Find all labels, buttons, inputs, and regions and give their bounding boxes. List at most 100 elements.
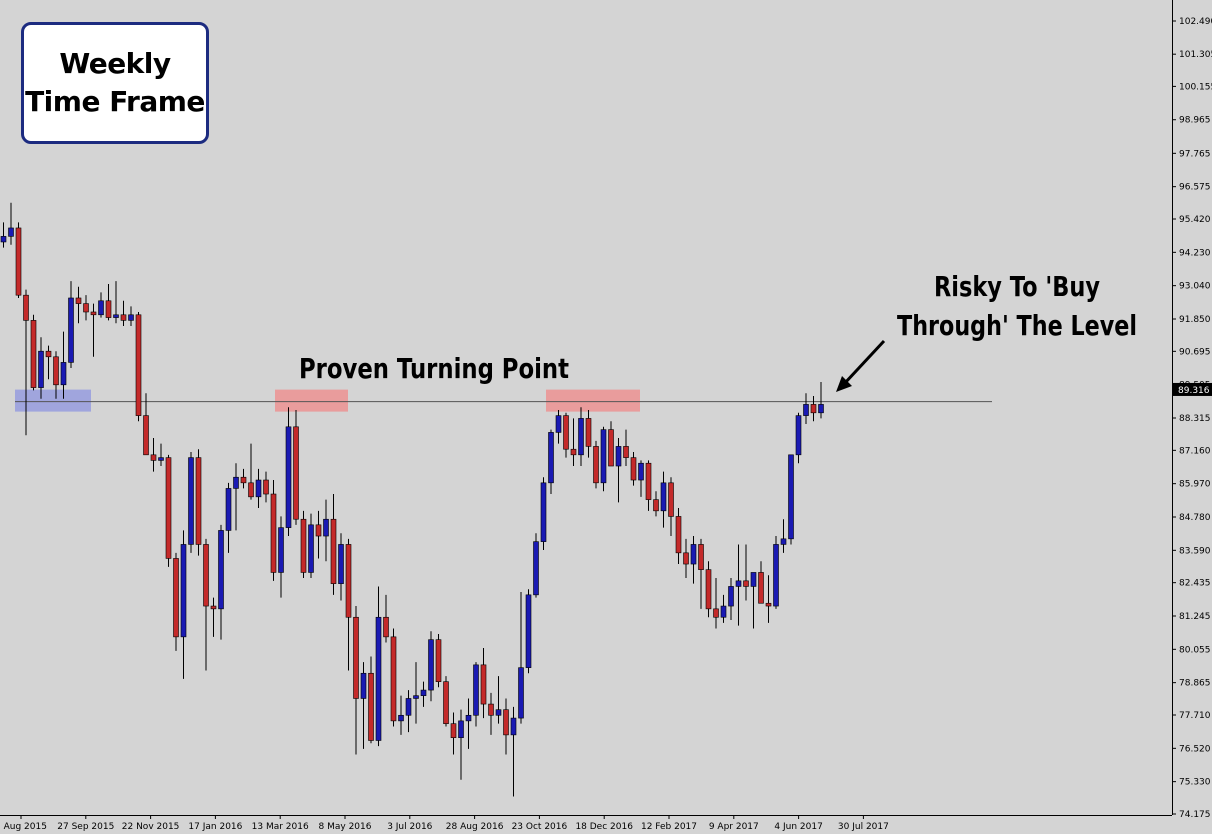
candle-body — [203, 544, 209, 607]
candle — [75, 286, 82, 324]
resistance-zone-1 — [275, 389, 348, 412]
candle-body — [293, 426, 299, 520]
candle-body — [810, 404, 817, 414]
y-tick-label: 77.710 — [1179, 711, 1211, 721]
candle — [68, 281, 74, 368]
candle — [518, 592, 524, 724]
candle-body — [495, 709, 502, 716]
candle — [450, 712, 457, 755]
candle-body — [443, 681, 449, 724]
candle — [458, 709, 464, 780]
candle — [488, 692, 494, 735]
candle — [173, 552, 179, 651]
candle-body — [158, 457, 164, 461]
candle-body — [278, 527, 284, 573]
candle — [293, 410, 299, 525]
candle-body — [375, 616, 382, 741]
candle-body — [180, 544, 187, 638]
candle — [683, 538, 689, 579]
candle — [188, 452, 194, 553]
candle-body — [45, 350, 52, 358]
candle-body — [735, 580, 742, 587]
candle-body — [255, 479, 262, 498]
candle-body — [818, 404, 824, 414]
candle — [585, 410, 592, 458]
candle-body — [90, 311, 97, 316]
candle — [330, 494, 337, 595]
candle-body — [173, 558, 179, 638]
candle — [390, 628, 397, 727]
candle-body — [758, 572, 764, 604]
candle-body — [660, 482, 667, 512]
candle-body — [285, 426, 292, 528]
candle — [308, 513, 314, 579]
candle — [653, 491, 659, 517]
candle — [143, 393, 149, 456]
candle-body — [540, 482, 547, 542]
candle — [90, 303, 97, 357]
candle — [45, 345, 52, 380]
candle-body — [630, 457, 637, 481]
candle-body — [593, 446, 599, 484]
candle — [435, 634, 442, 688]
candle-body — [240, 476, 247, 484]
candle-body — [705, 569, 712, 610]
candle-body — [773, 544, 779, 607]
y-tick-label: 87.160 — [1179, 446, 1211, 456]
candle-body — [143, 415, 149, 456]
candle — [345, 538, 352, 671]
candle-body — [8, 227, 14, 237]
candle — [383, 594, 389, 643]
y-axis-ticks: 102.490 101.305 100.155 98.965 97.765 96.575 9… — [1172, 17, 1212, 820]
x-tick-label: 8 May 2016 — [319, 822, 372, 832]
y-tick-label: 97.765 — [1179, 149, 1211, 159]
candle — [150, 438, 157, 472]
candle — [698, 538, 704, 609]
candle-body — [53, 356, 59, 386]
candle-body — [488, 703, 494, 716]
candle — [510, 706, 517, 797]
candle-body — [225, 488, 232, 531]
candle-body — [698, 544, 704, 570]
candle-body — [803, 404, 809, 416]
candle — [180, 530, 187, 679]
candle-body — [338, 544, 344, 584]
y-tick-label: 96.575 — [1179, 183, 1211, 193]
candle — [248, 443, 254, 500]
candle — [113, 281, 119, 324]
candle — [53, 351, 59, 399]
candle-body — [578, 418, 584, 456]
candle — [615, 438, 622, 503]
candle — [413, 662, 419, 724]
candle-body — [615, 446, 622, 467]
candle-body — [570, 448, 577, 456]
candle — [758, 561, 764, 604]
risky-annotation-line1: Risky To 'Buy — [934, 270, 1100, 303]
candle — [660, 471, 667, 528]
candle — [780, 519, 787, 553]
candle-body — [405, 698, 412, 716]
candle — [270, 480, 277, 581]
candle-body — [128, 314, 134, 321]
candle — [405, 690, 412, 733]
y-tick-label: 83.590 — [1179, 546, 1211, 556]
candle-body — [60, 362, 67, 386]
y-tick-label: 78.865 — [1179, 679, 1211, 689]
candlestick-series — [0, 202, 824, 797]
x-tick-label: 23 Oct 2016 — [512, 822, 568, 832]
candle — [705, 561, 712, 618]
x-tick-label: 9 Apr 2017 — [709, 822, 759, 832]
y-tick-label: 101.305 — [1179, 50, 1212, 60]
candle-body — [210, 605, 217, 610]
candle-body — [165, 457, 172, 559]
candle-body — [675, 516, 682, 554]
candle-body — [765, 602, 772, 607]
candle — [105, 283, 112, 321]
candle-body — [368, 672, 374, 741]
candle — [195, 449, 202, 556]
arrow-icon — [836, 339, 886, 392]
candle-body — [473, 664, 479, 716]
candle — [203, 538, 209, 671]
candle — [255, 468, 262, 509]
candle — [743, 544, 749, 601]
